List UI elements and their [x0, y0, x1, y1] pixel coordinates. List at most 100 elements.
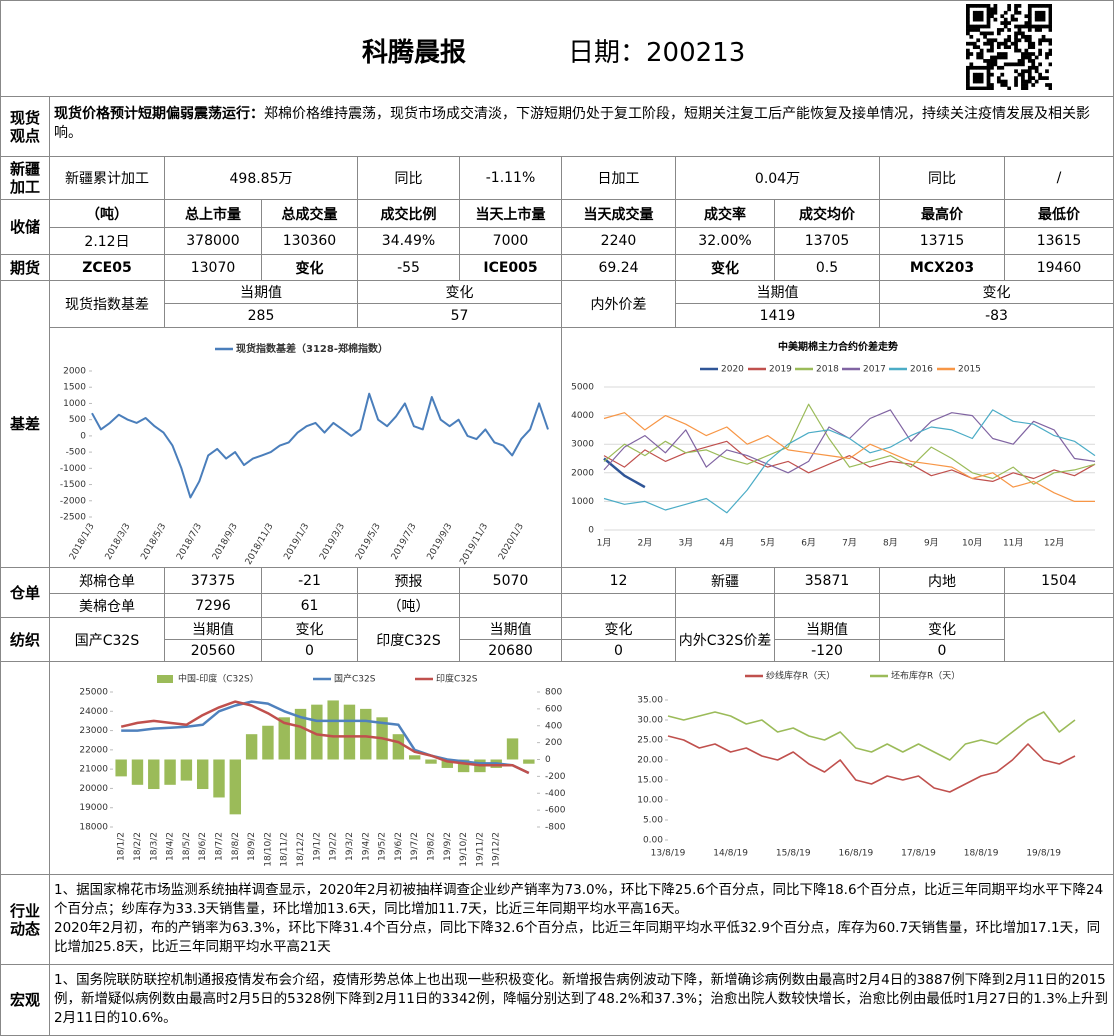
qr-module	[983, 31, 987, 36]
table-cell: （吨）	[358, 594, 460, 618]
qr-module	[1014, 69, 1018, 74]
industry-line: 2020年2月初，布的产销率为63.3%，环比下降31.4个百分点，同比下降32…	[54, 920, 1101, 955]
qr-module	[983, 4, 987, 8]
table-cell: 378000	[165, 228, 262, 255]
table-cell: 最低价	[1005, 200, 1114, 228]
row-label: 期货	[0, 255, 50, 281]
qr-module	[1017, 24, 1022, 29]
table-cell: 郑棉仓单	[50, 568, 165, 594]
qr-module	[1014, 41, 1018, 46]
qr-module	[1048, 41, 1052, 46]
qr-module	[1041, 17, 1046, 22]
qr-module	[1041, 4, 1046, 8]
qr-module	[986, 83, 991, 87]
qr-module	[1003, 24, 1008, 29]
qr-module	[1045, 52, 1049, 56]
qr-module	[1014, 62, 1018, 67]
qr-module	[1007, 7, 1012, 12]
qr-module	[996, 76, 1001, 80]
table-cell: -83	[880, 304, 1114, 328]
qr-module	[1034, 17, 1039, 22]
qr-module	[1045, 76, 1049, 80]
qr-module	[986, 21, 991, 25]
qr-module	[979, 55, 984, 60]
qr-module	[976, 4, 981, 8]
qr-module	[996, 31, 1001, 36]
qr-module	[1027, 7, 1032, 12]
qr-module	[972, 79, 977, 84]
qr-module	[993, 55, 998, 60]
table-cell: 13705	[775, 228, 880, 255]
qr-module	[1003, 17, 1008, 22]
qr-module	[1014, 24, 1018, 29]
qr-code	[966, 4, 1052, 90]
qr-module	[1027, 41, 1032, 46]
qr-module	[1041, 76, 1046, 80]
table-cell	[1005, 594, 1114, 618]
qr-module	[1027, 4, 1032, 8]
qr-module	[1007, 45, 1012, 50]
qr-module	[1000, 65, 1005, 70]
qr-module	[966, 83, 970, 87]
qr-module	[1048, 4, 1052, 8]
qr-module	[976, 86, 981, 90]
qr-module	[1038, 17, 1042, 22]
table-cell: ICE005	[460, 255, 562, 281]
qr-module	[1007, 28, 1012, 32]
qr-module	[986, 59, 991, 63]
qr-module	[996, 55, 1001, 60]
qr-module	[986, 14, 991, 19]
qr-module	[1034, 28, 1039, 32]
qr-module	[966, 10, 970, 15]
table-cell: 1504	[1005, 568, 1114, 594]
qr-module	[1000, 55, 1005, 60]
qr-module	[1003, 45, 1008, 50]
table-cell	[1005, 618, 1114, 662]
qr-module	[979, 86, 984, 90]
table-cell: 预报	[358, 568, 460, 594]
table-cell: /	[1005, 157, 1114, 200]
qr-module	[1027, 21, 1032, 25]
qr-module	[1017, 59, 1022, 63]
qr-module	[966, 76, 970, 80]
qr-module	[972, 72, 977, 77]
table-cell: 内外价差	[562, 281, 676, 328]
table-cell: 13615	[1005, 228, 1114, 255]
qr-module	[983, 34, 987, 39]
qr-module	[1027, 14, 1032, 19]
qr-module	[1014, 83, 1018, 87]
qr-module	[966, 17, 970, 22]
row-label: 现货观点	[0, 97, 50, 157]
qr-module	[972, 17, 977, 22]
qr-module	[996, 28, 1001, 32]
qr-module	[979, 24, 984, 29]
qr-module	[966, 14, 970, 19]
header	[0, 0, 1114, 97]
qr-module	[1045, 83, 1049, 87]
qr-module	[1048, 10, 1052, 15]
qr-module	[1038, 41, 1042, 46]
qr-module	[972, 10, 977, 15]
qr-module	[1017, 72, 1022, 77]
table-cell	[562, 594, 676, 618]
qr-module	[976, 55, 981, 60]
qr-module	[1031, 76, 1036, 80]
qr-module	[966, 79, 970, 84]
qr-module	[1003, 10, 1008, 15]
qr-module	[979, 65, 984, 70]
qr-module	[966, 55, 970, 60]
qr-module	[1024, 52, 1029, 56]
qr-module	[983, 86, 987, 90]
table-cell: 变化	[880, 281, 1114, 304]
qr-module	[1038, 62, 1042, 67]
qr-module	[990, 14, 994, 19]
qr-module	[986, 62, 991, 67]
qr-module	[976, 72, 981, 77]
qr-module	[976, 65, 981, 70]
table-cell: 130360	[262, 228, 358, 255]
qr-module	[993, 7, 998, 12]
view-span: 现货价格预计短期偏弱震荡运行：	[54, 106, 264, 122]
qr-module	[1048, 14, 1052, 19]
qr-module	[1007, 34, 1012, 39]
qr-module	[983, 41, 987, 46]
